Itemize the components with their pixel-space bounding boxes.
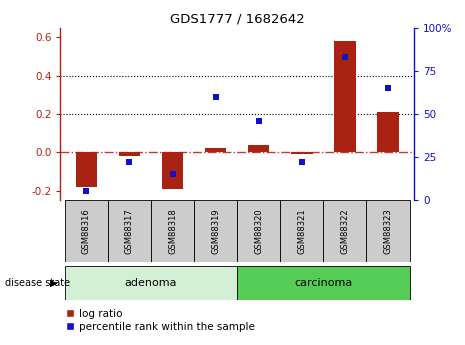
Bar xyxy=(237,266,410,300)
Bar xyxy=(334,41,356,152)
Bar xyxy=(323,200,366,262)
Bar xyxy=(248,145,270,152)
Text: GSM88320: GSM88320 xyxy=(254,208,263,254)
Text: GSM88317: GSM88317 xyxy=(125,208,134,254)
Bar xyxy=(65,266,237,300)
Bar xyxy=(280,200,323,262)
Bar xyxy=(108,200,151,262)
Legend: log ratio, percentile rank within the sample: log ratio, percentile rank within the sa… xyxy=(66,309,255,332)
Bar xyxy=(65,200,108,262)
Bar xyxy=(151,200,194,262)
Text: disease state: disease state xyxy=(5,278,70,288)
Text: GSM88322: GSM88322 xyxy=(340,208,349,254)
Text: carcinoma: carcinoma xyxy=(294,278,352,288)
Text: GSM88319: GSM88319 xyxy=(211,208,220,254)
Text: GSM88323: GSM88323 xyxy=(384,208,392,254)
Bar xyxy=(237,200,280,262)
Bar xyxy=(194,200,237,262)
Bar xyxy=(377,112,399,152)
Bar xyxy=(162,152,183,189)
Title: GDS1777 / 1682642: GDS1777 / 1682642 xyxy=(170,12,305,25)
Bar xyxy=(75,152,97,187)
Text: GSM88318: GSM88318 xyxy=(168,208,177,254)
Bar xyxy=(291,152,312,154)
Text: GSM88316: GSM88316 xyxy=(82,208,91,254)
Bar xyxy=(205,148,226,152)
Text: ▶: ▶ xyxy=(50,278,57,288)
Bar xyxy=(119,152,140,156)
Bar xyxy=(366,200,410,262)
Text: adenoma: adenoma xyxy=(125,278,177,288)
Text: GSM88321: GSM88321 xyxy=(297,208,306,254)
